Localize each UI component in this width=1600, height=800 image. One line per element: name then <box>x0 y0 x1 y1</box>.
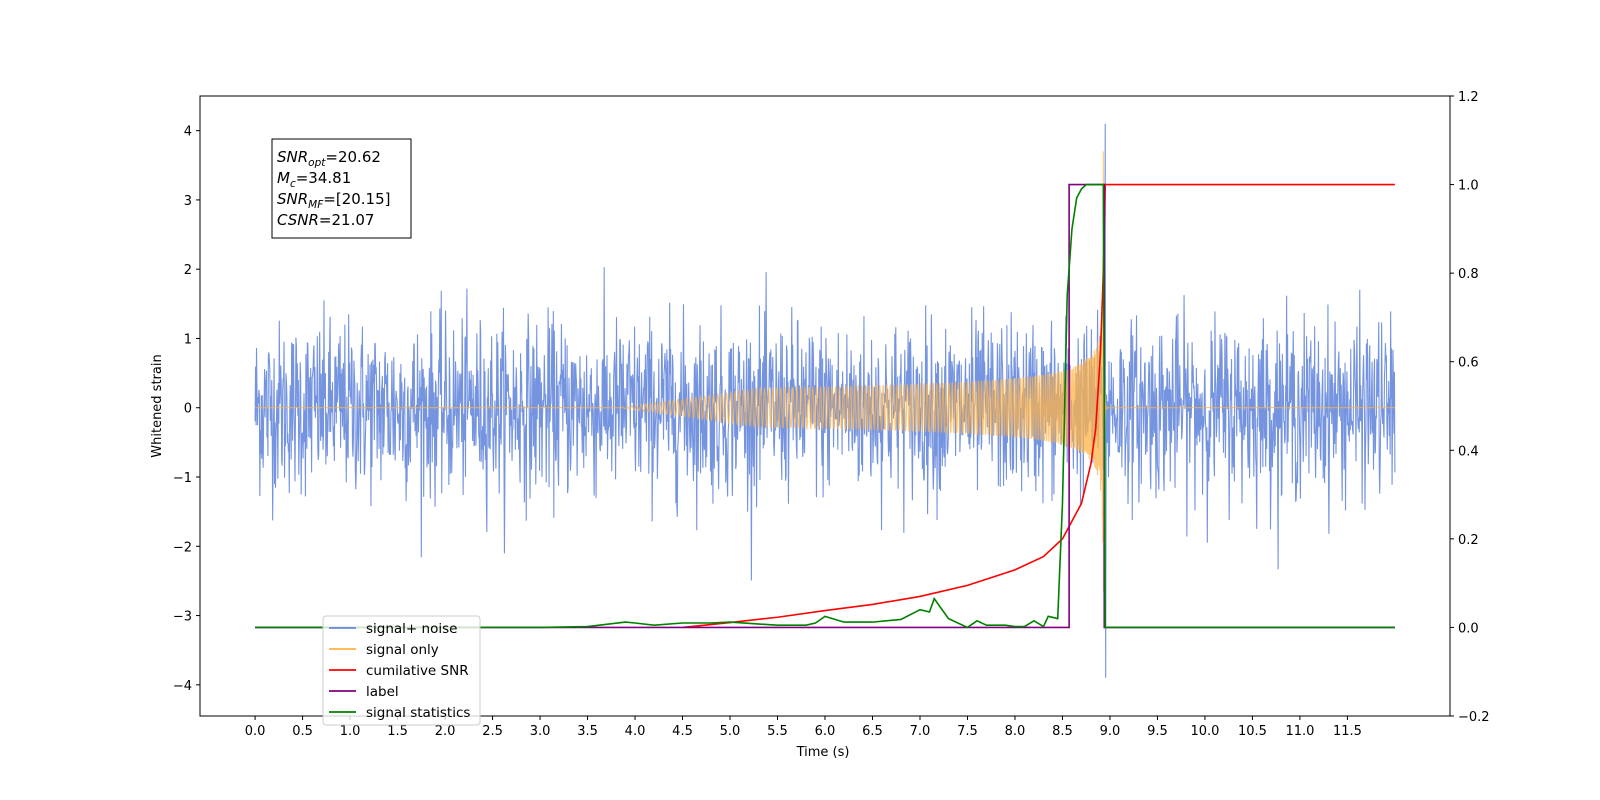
y-tick-label: −2 <box>173 540 192 555</box>
legend-label: cumilative SNR <box>366 663 469 679</box>
x-tick-label: 1.5 <box>387 724 408 739</box>
series-cumulative-snr <box>682 183 1395 629</box>
legend: signal+ noise signal only cumilative SNR la… <box>322 615 481 726</box>
y-axis-left: 4 3 2 1 0 −1 −2 −3 −4 <box>173 125 200 694</box>
legend-label: label <box>366 684 399 700</box>
x-tick-label: 0.0 <box>245 724 266 739</box>
y-tick-label: 0 <box>184 402 192 417</box>
legend-frame <box>322 615 481 726</box>
y2-tick-label: 1.0 <box>1458 179 1479 194</box>
x-tick-label: 8.5 <box>1052 724 1073 739</box>
x-tick-label: 3.0 <box>530 724 551 739</box>
annotation-frame <box>271 138 412 239</box>
x-tick-label: 2.0 <box>435 724 456 739</box>
x-tick-label: 8.0 <box>1005 724 1026 739</box>
y-tick-label: −3 <box>173 610 192 625</box>
annotation-line: SNRMF=[20.15] <box>277 190 391 211</box>
x-tick-label: 4.0 <box>625 724 646 739</box>
x-axis: 0.0 0.5 1.0 1.5 2.0 2.5 3.0 3.5 4.0 4.5 5.0 5.5 6.0 6… <box>245 716 1362 739</box>
annotation-box: SNRopt=20.62Mc=34.81SNRMF=[20.15]CSNR=21… <box>271 138 412 239</box>
x-tick-label: 5.0 <box>720 724 741 739</box>
x-tick-label: 9.5 <box>1147 724 1168 739</box>
annotation-line: SNRopt=20.62 <box>277 148 381 169</box>
y-axis-label: Whitened strain <box>150 354 165 457</box>
y2-tick-label: 0.4 <box>1458 444 1479 459</box>
y-tick-label: 1 <box>184 332 192 347</box>
x-tick-label: 7.0 <box>910 724 931 739</box>
y2-tick-label: −0.2 <box>1458 710 1490 725</box>
x-tick-label: 11.0 <box>1285 724 1314 739</box>
y-tick-label: 2 <box>184 263 192 278</box>
x-tick-label: 4.5 <box>672 724 693 739</box>
x-tick-label: 7.5 <box>957 724 978 739</box>
y2-tick-label: 0.6 <box>1458 356 1479 371</box>
y-tick-label: −4 <box>173 679 192 694</box>
y-axis-right: 1.2 1.0 0.8 0.6 0.4 0.2 0.0 −0.2 <box>1450 90 1490 725</box>
y-tick-label: −1 <box>173 471 192 486</box>
x-tick-label: 3.5 <box>577 724 598 739</box>
series-signal-noise <box>254 123 1396 678</box>
x-tick-label: 10.0 <box>1190 724 1219 739</box>
series-signal-statistics <box>255 183 1395 629</box>
legend-label: signal statistics <box>366 705 470 721</box>
y2-tick-label: 1.2 <box>1458 90 1479 105</box>
x-tick-label: 11.5 <box>1333 724 1362 739</box>
x-axis-label: Time (s) <box>796 745 850 760</box>
y2-tick-label: 0.2 <box>1458 533 1479 548</box>
x-tick-label: 0.5 <box>292 724 313 739</box>
x-tick-label: 9.0 <box>1100 724 1121 739</box>
annotation-line: Mc=34.81 <box>277 169 351 190</box>
x-tick-label: 6.5 <box>862 724 883 739</box>
x-tick-label: 6.0 <box>815 724 836 739</box>
legend-label: signal+ noise <box>366 621 457 637</box>
x-tick-label: 1.0 <box>340 724 361 739</box>
legend-label: signal only <box>366 642 439 658</box>
series-signal-only <box>255 151 1395 592</box>
y-tick-label: 4 <box>184 125 192 140</box>
annotation-line: CSNR=21.07 <box>277 211 374 229</box>
plot-area <box>254 123 1396 678</box>
x-tick-label: 2.5 <box>482 724 503 739</box>
x-tick-label: 10.5 <box>1238 724 1267 739</box>
y2-tick-label: 0.0 <box>1458 621 1479 636</box>
y-tick-label: 3 <box>184 194 192 209</box>
y2-tick-label: 0.8 <box>1458 267 1479 282</box>
x-tick-label: 5.5 <box>767 724 788 739</box>
